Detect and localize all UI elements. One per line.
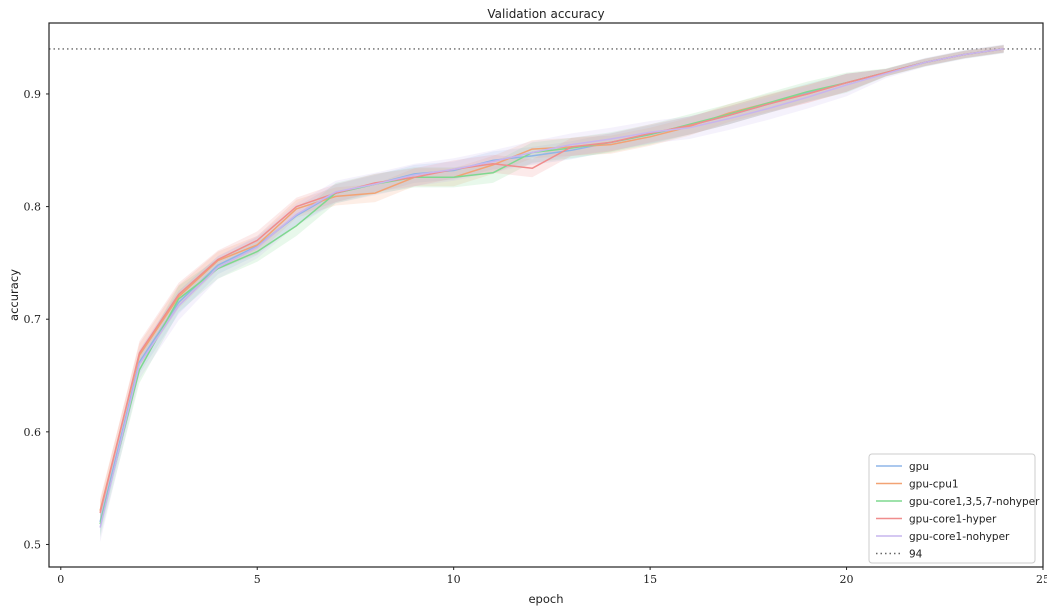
legend-label: gpu-core1-hyper <box>909 514 997 526</box>
series-band-0 <box>100 45 1004 534</box>
y-tick-label: 0.5 <box>24 538 42 551</box>
chart-title: Validation accuracy <box>487 7 604 21</box>
series-line-gpu-core1,3,5,7-nohyper <box>99 48 1004 525</box>
y-tick-label: 0.8 <box>24 201 42 214</box>
legend-label: gpu-cpu1 <box>909 479 959 491</box>
series-line-gpu-core1-nohyper <box>99 48 1004 528</box>
legend-label: gpu-core1,3,5,7-nohyper <box>909 496 1040 508</box>
series-band-4 <box>100 44 1004 543</box>
legend-label: gpu-core1-nohyper <box>909 531 1010 543</box>
x-tick-label: 20 <box>840 573 854 586</box>
y-tick-label: 0.7 <box>24 313 42 326</box>
x-axis-title: epoch <box>528 592 563 606</box>
legend-label: 94 <box>909 549 923 561</box>
series-band-1 <box>100 45 1004 523</box>
plot-frame <box>48 22 1044 568</box>
y-tick-label: 0.6 <box>24 426 42 439</box>
x-tick-label: 5 <box>254 573 261 586</box>
plot-area <box>49 44 1043 543</box>
y-axis-title: accuracy <box>7 269 21 321</box>
series-line-gpu-cpu1 <box>99 48 1004 511</box>
x-axis: 0 5 10 15 20 25 <box>57 567 1047 586</box>
x-tick-label: 10 <box>447 573 461 586</box>
legend-label: gpu <box>909 461 929 473</box>
legend: gpu gpu-cpu1 gpu-core1,3,5,7-nohyper gpu-co… <box>868 453 1040 564</box>
series-line-gpu <box>99 48 1004 523</box>
series-band-2 <box>100 44 1004 538</box>
y-axis: 0.5 0.6 0.7 0.8 0.9 <box>24 88 49 551</box>
legend-box <box>868 453 1036 564</box>
x-tick-label: 15 <box>643 573 657 586</box>
series-line-gpu-core1-hyper <box>99 48 1004 514</box>
y-tick-label: 0.9 <box>24 88 42 101</box>
x-tick-label: 0 <box>57 573 64 586</box>
x-tick-label: 25 <box>1036 573 1047 586</box>
series-band-3 <box>100 45 1004 525</box>
